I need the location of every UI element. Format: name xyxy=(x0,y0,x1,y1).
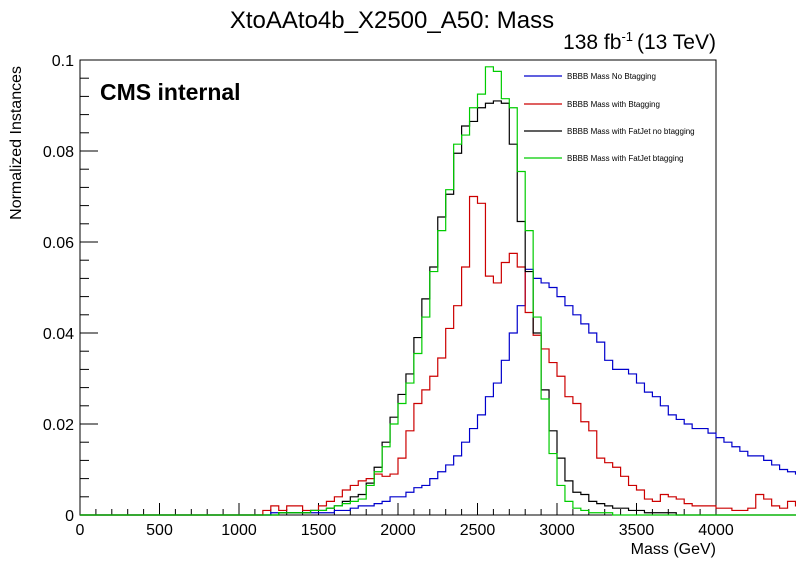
y-tick-label: 0.02 xyxy=(43,417,74,434)
axes: 0 500 1000 1500 2000 2500 3000 3500 4000 0 0.02 0.0… xyxy=(43,53,734,539)
legend-label: BBBB Mass No Btagging xyxy=(567,72,656,81)
lumi-exponent: -1 xyxy=(621,29,633,44)
series-line-4 xyxy=(80,66,796,516)
x-tick-label: 1500 xyxy=(301,522,337,539)
x-axis-label: Mass (GeV) xyxy=(631,541,716,558)
y-tick-label: 0.04 xyxy=(43,326,74,343)
legend-label: BBBB Mass with FatJet btagging xyxy=(567,154,684,163)
legend-label: BBBB Mass with Btagging xyxy=(567,100,660,109)
x-tick-label: 3000 xyxy=(539,522,575,539)
x-tick-label: 2000 xyxy=(380,522,416,539)
luminosity-label: 138 fb-1 (13 TeV) xyxy=(563,29,716,54)
x-tick-label: 500 xyxy=(146,522,173,539)
legend-label: BBBB Mass with FatJet no btagging xyxy=(567,127,695,136)
lumi-energy: (13 TeV) xyxy=(637,31,716,54)
x-tick-label: 0 xyxy=(76,522,85,539)
y-tick-label: 0.08 xyxy=(43,144,74,161)
y-tick-label: 0.06 xyxy=(43,235,74,252)
legend: BBBB Mass No Btagging BBBB Mass with Btag… xyxy=(524,72,695,163)
y-axis-label: Normalized Instances xyxy=(8,66,25,220)
x-tick-label: 2500 xyxy=(460,522,496,539)
chart-title: XtoAAto4b_X2500_A50: Mass xyxy=(230,7,554,34)
x-tick-label: 3500 xyxy=(619,522,655,539)
x-tick-label: 1000 xyxy=(221,522,257,539)
cms-internal-label: CMS internal xyxy=(100,79,241,105)
x-tick-label: 4000 xyxy=(698,522,734,539)
y-tick-label: 0.1 xyxy=(52,53,74,70)
series-group xyxy=(80,66,796,516)
lumi-value: 138 fb xyxy=(563,31,621,54)
y-tick-label: 0 xyxy=(65,508,74,525)
series-line-2 xyxy=(80,195,796,516)
